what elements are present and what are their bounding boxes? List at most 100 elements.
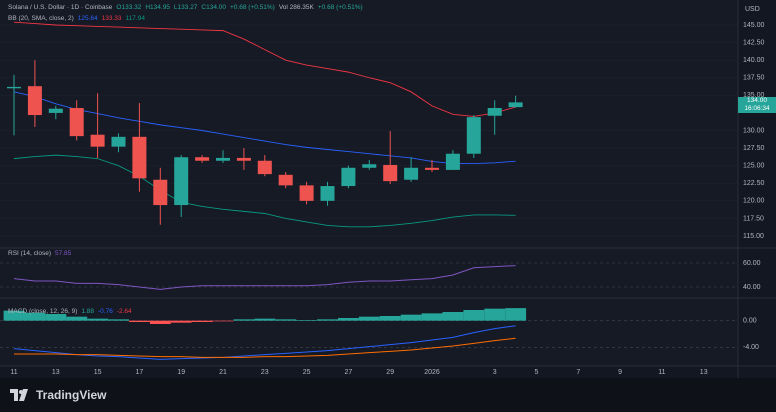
macd-hist: [66, 316, 88, 321]
macd-value: -0.76: [98, 308, 113, 315]
x-tick-label: 7: [576, 369, 580, 376]
candle-body: [383, 164, 398, 182]
macd-hist: [338, 318, 359, 321]
y-tick-label: 0.00: [743, 318, 757, 325]
macd-label: MACD (close, 12, 26, 9): [8, 308, 78, 315]
rsi-line: [13, 265, 516, 290]
candle-body: [508, 102, 523, 108]
macd-hist: [170, 320, 192, 323]
macd-legend: MACD (close, 12, 26, 9) 1.88 -0.76 -2.64: [8, 308, 132, 315]
candle-body: [153, 179, 168, 206]
x-tick-label: 11: [10, 369, 17, 376]
x-tick-label: 23: [261, 369, 269, 376]
macd-hist: [149, 320, 171, 324]
candle-body: [195, 157, 210, 161]
bb-label: BB (20, SMA, close, 2): [8, 15, 74, 22]
macd-hist: [505, 308, 527, 321]
y-tick-label: 120.00: [743, 198, 765, 205]
macd-hist: [317, 319, 338, 321]
macd-hist: [296, 320, 318, 321]
macd-hist: [400, 314, 422, 321]
x-tick-label: 13: [52, 369, 60, 376]
x-tick-label: 17: [136, 369, 144, 376]
x-tick-label: 3: [493, 369, 497, 376]
y-tick-label: 60.00: [743, 260, 761, 267]
candle-body: [7, 86, 21, 89]
ohlc: C134.00: [201, 4, 226, 11]
macd-hist: [275, 319, 297, 321]
candle-body: [111, 136, 126, 147]
x-tick-label: 25: [303, 369, 311, 376]
macd-hist: [463, 310, 485, 321]
last-price: 134.00: [747, 97, 767, 104]
y-tick-label: 125.00: [743, 163, 765, 170]
x-tick-label: 5: [535, 369, 539, 376]
macd-hist: [129, 320, 150, 322]
macd-hist: [233, 319, 255, 321]
macd-hist: [254, 318, 276, 321]
candle-body: [174, 157, 189, 206]
change: +0.68 (+0.51%): [317, 4, 363, 11]
y-tick-label: 40.00: [743, 284, 761, 291]
y-tick-label: 140.00: [743, 57, 765, 64]
countdown: 16:06:34: [744, 105, 770, 112]
x-tick-label: 9: [618, 369, 622, 376]
candle-body: [216, 157, 230, 161]
macd-hist: [87, 318, 109, 321]
y-tick-label: 130.00: [743, 127, 765, 134]
macd-hist: [379, 316, 401, 321]
candle-body: [362, 164, 377, 168]
macd-hist: [212, 320, 234, 322]
macd-hist: [3, 310, 25, 321]
bb-lower: [13, 154, 516, 228]
candle-body: [299, 185, 314, 201]
ohlc: H134.95: [145, 4, 170, 11]
symbol-legend: Solana / U.S. Dollar · 1D · Coinbase O13…: [8, 4, 363, 11]
rsi-legend: RSI (14, close) 57.85: [8, 250, 71, 257]
x-tick-label: 21: [219, 369, 227, 376]
y-tick-label: 122.50: [743, 180, 765, 187]
bb-value: 133.33: [101, 15, 122, 22]
x-tick-label: 15: [94, 369, 102, 376]
volume: Vol 286.35K: [278, 4, 314, 11]
y-tick-label: 137.50: [743, 75, 765, 82]
macd-value: -2.64: [116, 308, 132, 315]
y-tick-label: 117.50: [743, 215, 764, 222]
brand: TradingView: [36, 388, 107, 402]
logo: [10, 389, 28, 401]
macd-line: [13, 325, 516, 360]
bb-upper: [13, 21, 516, 117]
x-tick-label: 19: [177, 369, 185, 376]
y-tick-label: 145.00: [743, 22, 765, 29]
y-tick-label: -4.00: [743, 344, 759, 351]
bb-value: 117.94: [125, 15, 145, 22]
currency: USD: [745, 6, 760, 13]
macd-hist: [484, 308, 506, 321]
candle-body: [425, 167, 439, 170]
candle-body: [257, 160, 272, 175]
macd-value: 1.88: [81, 308, 95, 315]
macd-hist: [442, 312, 464, 321]
x-tick-label: 11: [658, 369, 665, 376]
bb-value: 125.64: [77, 15, 98, 22]
macd-hist: [24, 312, 46, 321]
x-tick-label: 13: [700, 369, 708, 376]
candle-body: [404, 167, 419, 180]
chart-canvas: USD 145.00142.50140.00137.50135.00130.00…: [0, 0, 776, 378]
x-tick-label: 29: [386, 369, 394, 376]
rsi-label: RSI (14, close): [8, 250, 51, 257]
candle-body: [445, 153, 460, 170]
candle-body: [320, 186, 335, 201]
candle-body: [132, 136, 147, 179]
candle-body: [487, 107, 502, 116]
signal-line: [14, 337, 516, 358]
candle-body: [466, 117, 481, 154]
rsi-value: 57.85: [55, 250, 72, 257]
last-price-tag: 134.00 16:06:34: [738, 97, 776, 113]
macd-hist: [45, 314, 67, 321]
x-tick-label: 2026: [424, 369, 440, 376]
macd-hist: [421, 313, 443, 321]
y-tick-label: 142.50: [743, 39, 765, 46]
change: +0.68 (+0.51%): [230, 4, 275, 11]
